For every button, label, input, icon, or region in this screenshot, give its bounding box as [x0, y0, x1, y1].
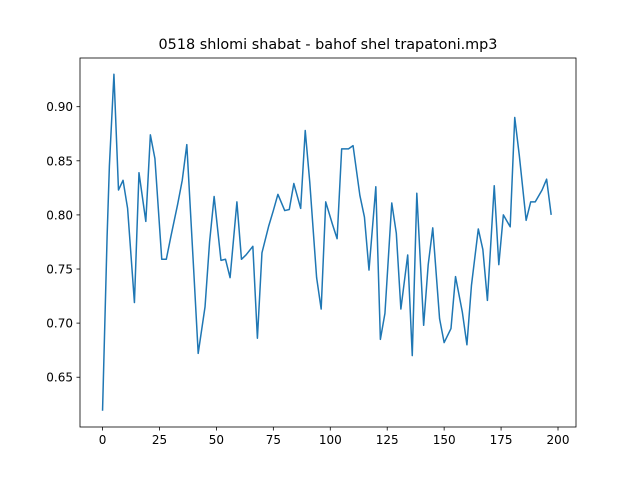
y-tick-label: 0.90 — [46, 100, 73, 114]
x-tick-label: 25 — [152, 433, 167, 447]
plot-frame — [79, 57, 577, 428]
x-tick-label: 150 — [433, 433, 456, 447]
x-tick-label: 200 — [547, 433, 570, 447]
data-line — [101, 73, 552, 411]
x-tick-label: 0 — [99, 433, 107, 447]
y-tick-label: 0.80 — [46, 208, 73, 222]
y-tick-label: 0.65 — [46, 371, 73, 385]
x-tick-label: 125 — [376, 433, 399, 447]
x-tick-label: 175 — [490, 433, 513, 447]
x-tick-label: 75 — [266, 433, 281, 447]
x-tick-label: 100 — [319, 433, 342, 447]
y-tick-label: 0.70 — [46, 317, 73, 331]
x-tick-label: 50 — [209, 433, 224, 447]
y-tick-label: 0.75 — [46, 263, 73, 277]
chart-title: 0518 shlomi shabat - bahof shel trapaton… — [159, 37, 498, 53]
y-tick-label: 0.85 — [46, 154, 73, 168]
